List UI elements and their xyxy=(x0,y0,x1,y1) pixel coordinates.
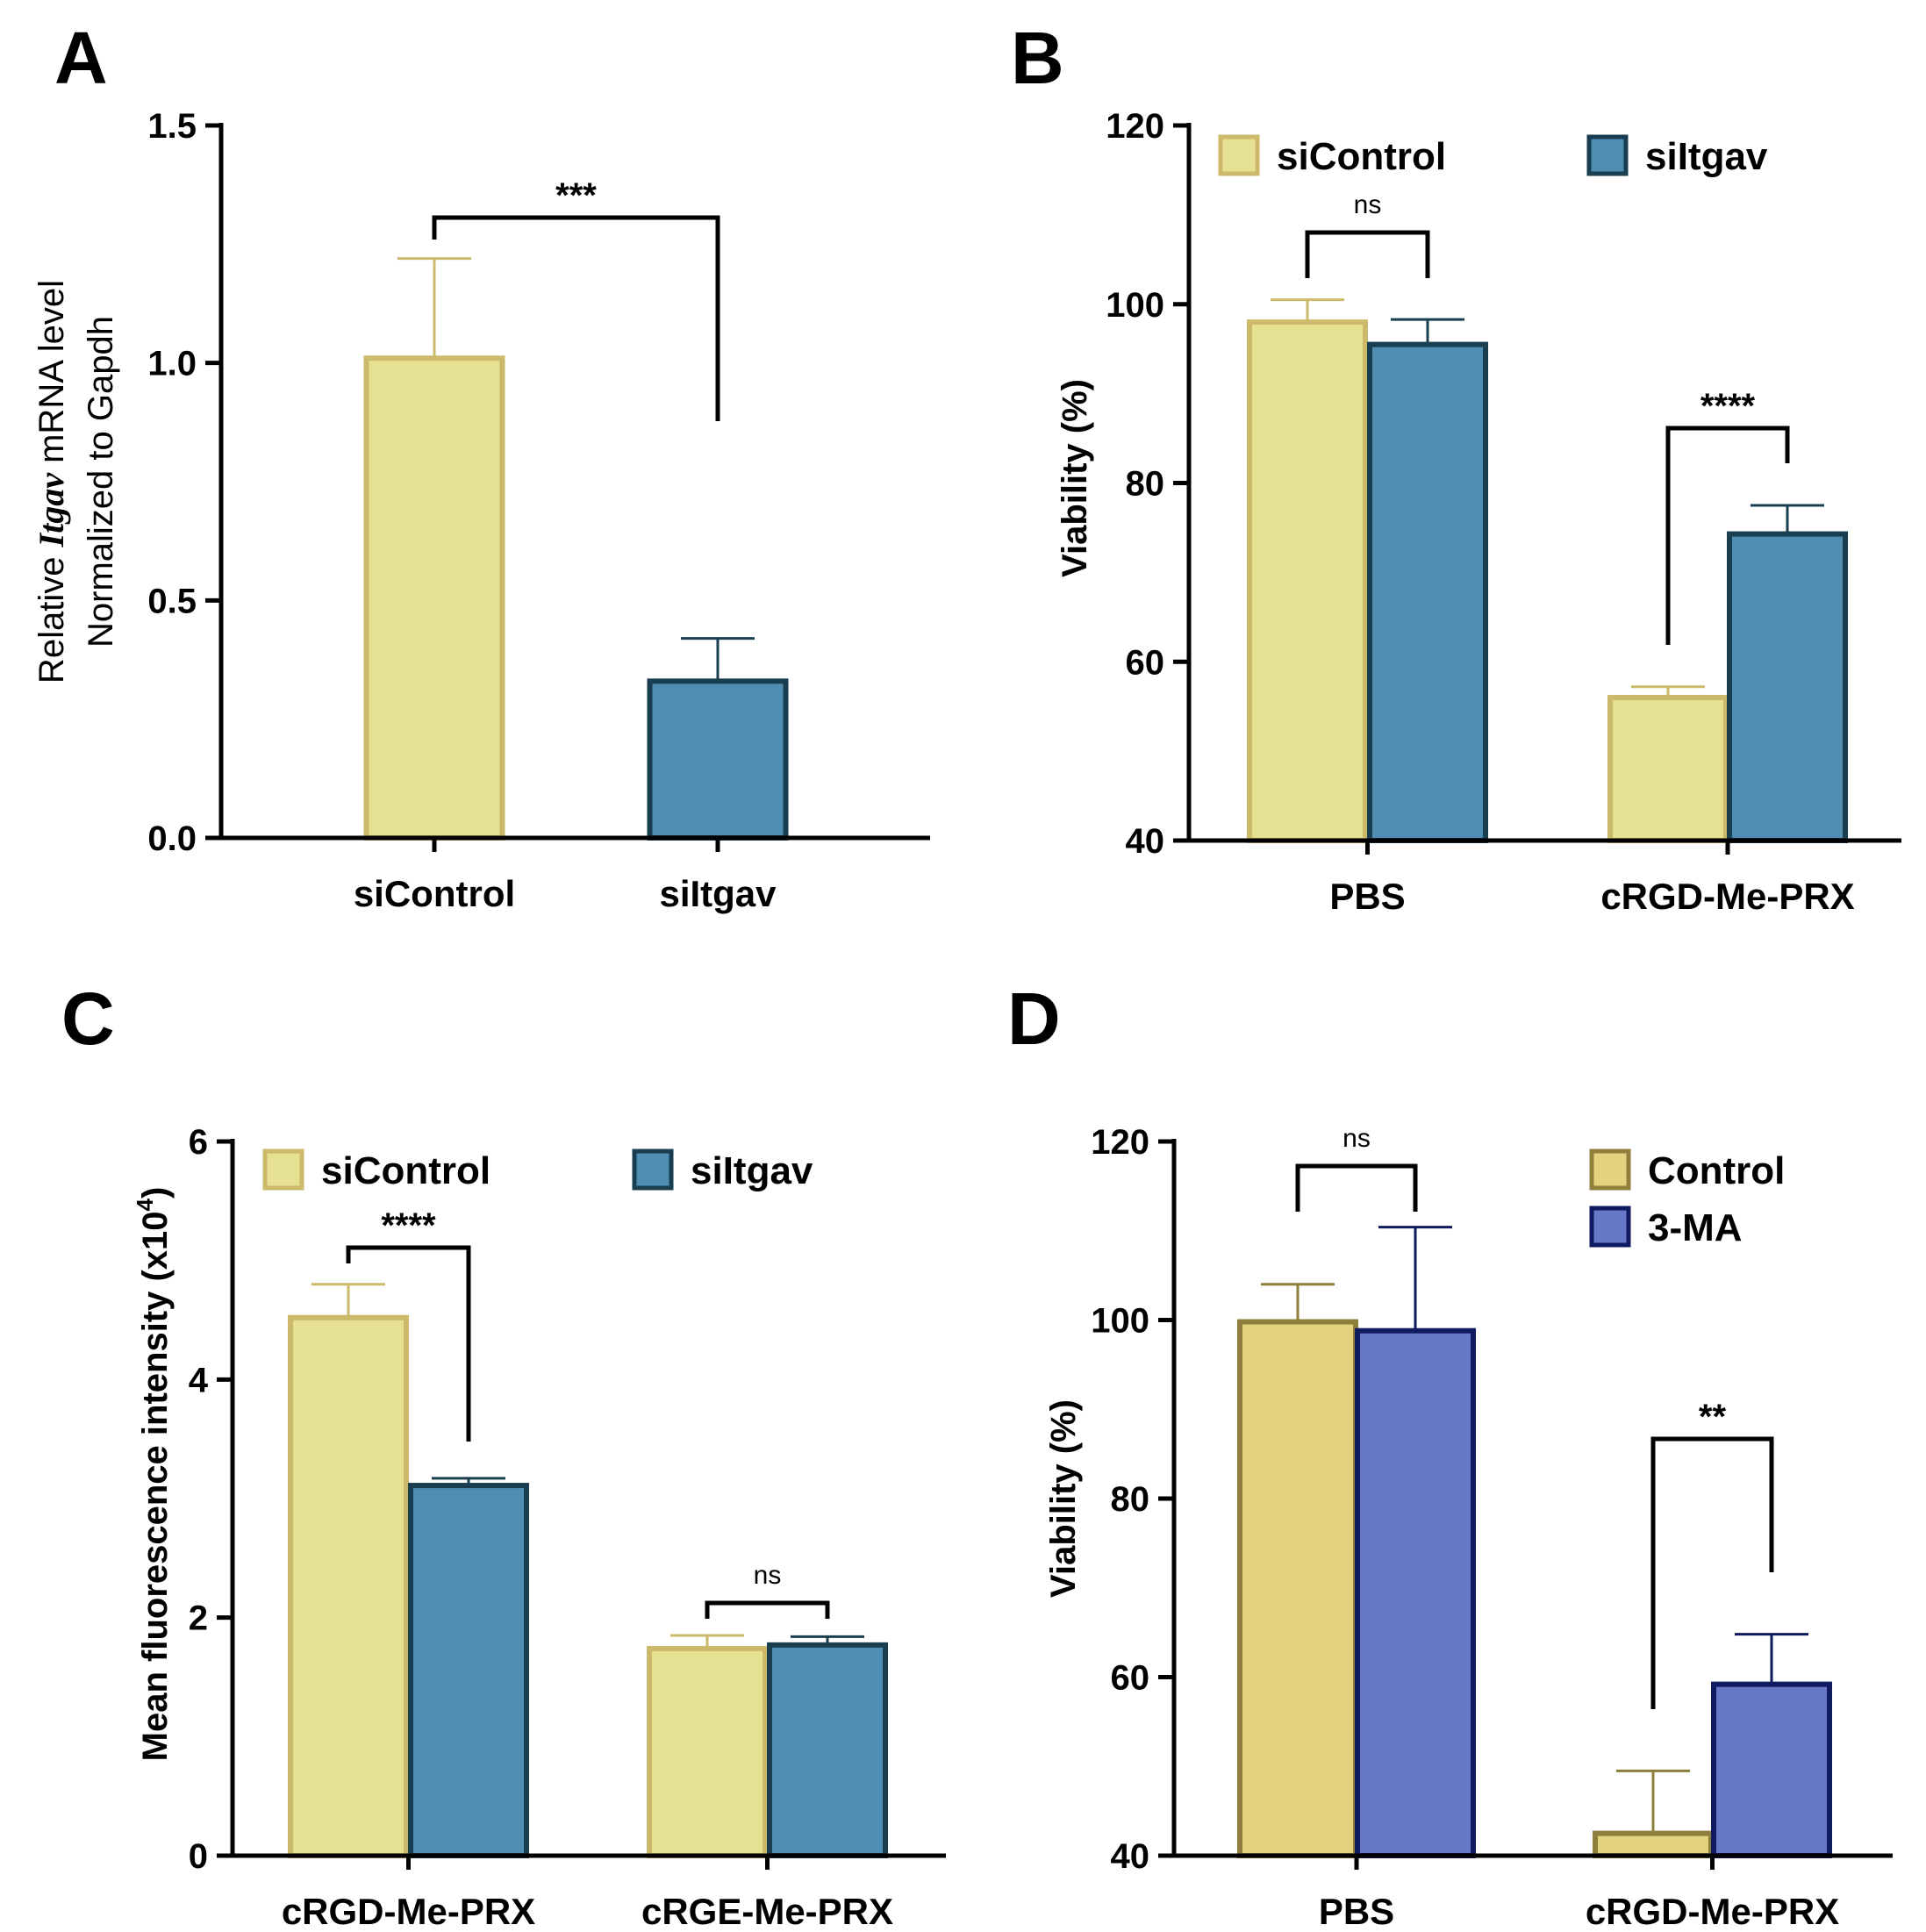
significance-bracket xyxy=(705,1600,830,1619)
x-tick-label: cRGD-Me-PRX xyxy=(282,1891,535,1932)
y-axis-label: Viability (%) xyxy=(1044,1399,1083,1598)
bar xyxy=(1727,531,1848,843)
significance-label: ns xyxy=(754,1561,782,1590)
y-tick-label: 0 xyxy=(189,1837,208,1876)
x-tick-label: cRGD-Me-PRX xyxy=(1600,876,1854,917)
legend-label: siItgav xyxy=(1645,135,1768,178)
significance-label: *** xyxy=(555,176,597,215)
significance-label: ns xyxy=(1354,190,1382,219)
bar xyxy=(647,678,789,841)
significance-label: ** xyxy=(1699,1398,1727,1436)
y-tick-label: 80 xyxy=(1126,465,1165,504)
y-tick-label: 60 xyxy=(1126,643,1165,682)
x-tick-label: siControl xyxy=(354,873,515,914)
y-tick-label: 6 xyxy=(189,1123,208,1162)
x-tick-label: siItgav xyxy=(659,873,777,914)
y-tick-label: 1.0 xyxy=(147,345,197,383)
x-tick-label: PBS xyxy=(1319,1891,1394,1932)
legend-swatch xyxy=(1586,134,1629,176)
significance-bracket xyxy=(1305,230,1430,278)
legend-swatch xyxy=(632,1148,674,1191)
y-tick-label: 0.5 xyxy=(147,582,197,620)
significance-label: **** xyxy=(381,1206,436,1245)
legend-label: 3-MA xyxy=(1648,1206,1743,1249)
bar xyxy=(1355,1327,1476,1858)
panel-letter: B xyxy=(1011,17,1064,99)
y-tick-label: 40 xyxy=(1126,822,1165,861)
y-axis-label-line2: Normalized to Gapdh xyxy=(82,316,120,648)
bar xyxy=(1593,1830,1714,1858)
x-tick-label: cRGD-Me-PRX xyxy=(1586,1891,1839,1932)
legend-swatch xyxy=(1589,1206,1631,1248)
bar xyxy=(1607,695,1729,843)
y-axis-label: Relative Itgav mRNA level xyxy=(32,280,71,683)
panel-letter: C xyxy=(61,977,115,1060)
y-tick-label: 80 xyxy=(1111,1480,1150,1519)
bar xyxy=(408,1483,529,1858)
x-tick-label: PBS xyxy=(1329,876,1405,917)
significance-bracket xyxy=(1650,1436,1774,1709)
bar xyxy=(1247,319,1368,843)
panel-a: A 0.0 0.5 1.0 1.5 siControl siItgav Relative It… xyxy=(32,17,930,914)
y-tick-label: 60 xyxy=(1111,1659,1150,1698)
y-tick-label: 0.0 xyxy=(147,819,197,858)
panel-letter: A xyxy=(54,17,108,99)
bar xyxy=(1367,341,1488,843)
panel-d: D 40 60 80 100 120 PBS cRGD-Me-PRX Viability (%)… xyxy=(1007,977,1893,1932)
y-tick-label: 2 xyxy=(189,1599,208,1638)
y-tick-label: 100 xyxy=(1091,1302,1149,1341)
x-tick-label: cRGE-Me-PRX xyxy=(641,1891,893,1932)
legend-label: siControl xyxy=(321,1149,490,1192)
significance-bracket xyxy=(1665,426,1790,645)
legend-label: Control xyxy=(1648,1149,1785,1192)
y-tick-label: 40 xyxy=(1111,1837,1150,1876)
y-axis-label: Viability (%) xyxy=(1056,379,1094,577)
y-tick-label: 4 xyxy=(189,1361,209,1399)
bar xyxy=(288,1314,409,1858)
significance-label: ns xyxy=(1342,1124,1371,1153)
panel-b: B 40 60 80 100 120 PBS cRGD-Me-PRX Viability (%)… xyxy=(1011,17,1901,917)
bar xyxy=(767,1642,888,1858)
bar xyxy=(1711,1681,1832,1859)
panel-letter: D xyxy=(1007,977,1061,1060)
y-tick-label: 100 xyxy=(1106,286,1164,325)
legend-label: siControl xyxy=(1277,135,1446,178)
legend-label: siItgav xyxy=(691,1149,813,1192)
bar xyxy=(1237,1319,1358,1859)
legend-swatch xyxy=(262,1148,304,1191)
y-axis-label: Mean fluorescence intensity (x104) xyxy=(132,1187,175,1762)
panel-c: C 0 2 4 6 cRGD-Me-PRX cRGE-Me-PRX Mean fluoresc… xyxy=(61,977,946,1932)
bar xyxy=(363,355,505,841)
legend-swatch xyxy=(1589,1148,1631,1191)
significance-bracket xyxy=(432,215,720,421)
y-tick-label: 1.5 xyxy=(147,107,197,146)
significance-label: **** xyxy=(1700,387,1756,426)
bar xyxy=(647,1645,768,1858)
legend-swatch xyxy=(1218,134,1260,176)
significance-bracket xyxy=(346,1245,471,1442)
y-tick-label: 120 xyxy=(1106,107,1164,146)
significance-bracket xyxy=(1295,1163,1418,1212)
y-tick-label: 120 xyxy=(1091,1123,1149,1162)
